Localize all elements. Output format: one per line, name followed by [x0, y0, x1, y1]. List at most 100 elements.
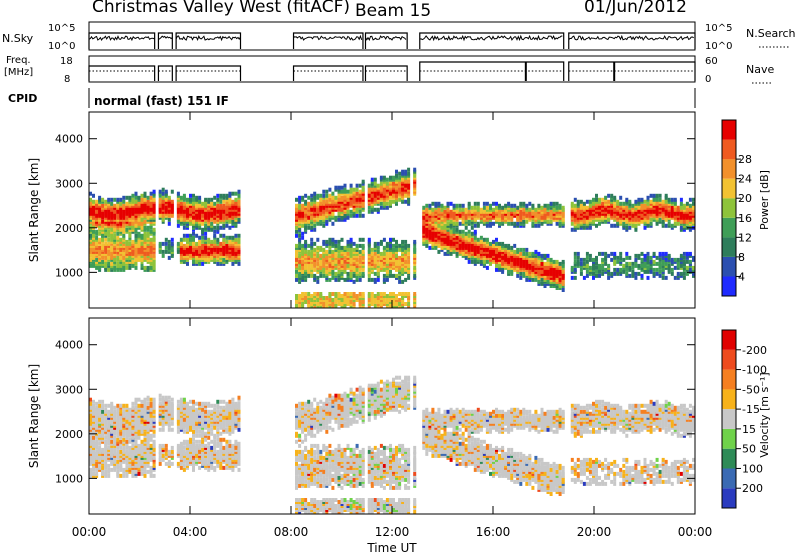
heatmap-cell [604, 195, 608, 200]
heatmap-cell [179, 237, 183, 242]
heatmap-cell [461, 203, 465, 208]
heatmap-cell [361, 185, 365, 190]
heatmap-cell [464, 207, 468, 212]
heatmap-cell [473, 223, 477, 228]
heatmap-cell [688, 259, 692, 264]
heatmap-cell [582, 257, 586, 262]
heatmap-cell [301, 243, 305, 248]
heatmap-cell [164, 241, 168, 246]
heatmap-cell [685, 271, 689, 276]
heatmap-cell [340, 195, 344, 200]
cpid-label: CPID [8, 92, 37, 105]
heatmap-cell [649, 221, 653, 226]
heatmap-cell [355, 294, 359, 298]
freq-segment [292, 65, 364, 81]
nsky-segment [292, 32, 364, 49]
heatmap-cell [458, 203, 462, 208]
heatmap-cell [382, 251, 386, 256]
heatmap-cell [204, 197, 208, 202]
heatmap-cell [95, 461, 99, 466]
heatmap-cell [152, 227, 156, 232]
heatmap-cell [479, 207, 483, 212]
heatmap-cell [634, 253, 638, 258]
heatmap-cell [649, 255, 653, 260]
heatmap-cell [234, 233, 238, 238]
heatmap-cell [216, 193, 220, 198]
heatmap-cell [373, 177, 377, 182]
heatmap-cell [546, 203, 550, 208]
heatmap-cell [334, 215, 338, 220]
heatmap-cell [670, 205, 674, 210]
heatmap-cell [352, 193, 356, 198]
heatmap-cell [222, 203, 226, 208]
heatmap-cell [549, 219, 553, 224]
heatmap-cell [395, 173, 398, 178]
heatmap-cell [398, 292, 402, 296]
heatmap-cell [646, 251, 650, 256]
heatmap-cell [334, 277, 338, 282]
heatmap-cell [455, 221, 459, 226]
heatmap-cell [373, 277, 377, 282]
heatmap-cell [522, 201, 526, 206]
freq-segment [157, 65, 173, 81]
nsky-segment [175, 32, 242, 49]
heatmap-cell [140, 233, 144, 238]
heatmap-cell [137, 231, 141, 236]
heatmap-cell [688, 203, 692, 208]
heatmap-cell [670, 257, 674, 262]
heatmap-cell [152, 235, 156, 240]
heatmap-cell [625, 267, 629, 272]
heatmap-cell [316, 253, 320, 258]
heatmap-cell [186, 239, 189, 244]
heatmap-cell [601, 197, 605, 202]
heatmap-cell [579, 261, 583, 266]
heatmap-cell [643, 225, 647, 230]
heatmap-cell [122, 199, 126, 204]
heatmap-cell [367, 209, 371, 214]
heatmap-cell [613, 195, 617, 200]
heatmap-cell [367, 205, 371, 210]
heatmap-cell [358, 277, 362, 282]
heatmap-cell [679, 253, 683, 258]
heatmap-cell [537, 223, 541, 228]
heatmap-cell [210, 239, 214, 244]
heatmap-cell [516, 221, 520, 226]
heatmap-cell [295, 197, 298, 202]
heatmap-cell [161, 191, 165, 196]
heatmap-cell [167, 217, 171, 222]
heatmap-cell [170, 237, 174, 242]
heatmap-cell [389, 175, 392, 180]
heatmap-cell [392, 237, 395, 242]
heatmap-cell [231, 191, 235, 196]
heatmap-cell [489, 203, 492, 208]
heatmap-cell [479, 239, 483, 244]
heatmap-cell [549, 209, 553, 214]
heatmap-cell [664, 193, 668, 198]
heatmap-cell [682, 203, 686, 208]
heatmap-cell [558, 203, 562, 208]
heatmap-cell [398, 243, 402, 248]
heatmap-cell [358, 189, 362, 194]
heatmap-cell [607, 263, 611, 268]
heatmap-cell [619, 251, 623, 256]
heatmap-cell [485, 237, 489, 242]
heatmap-cell [146, 265, 150, 270]
heatmap-cell [631, 261, 635, 266]
heatmap-cell [579, 257, 583, 262]
heatmap-cell [340, 237, 344, 242]
heatmap-cell [122, 195, 126, 200]
heatmap-cell [301, 275, 305, 280]
heatmap-cell [204, 235, 208, 240]
heatmap-cell [482, 239, 486, 244]
heatmap-cell [334, 243, 338, 248]
heatmap-cell [98, 403, 102, 408]
heatmap-cell [658, 197, 662, 202]
heatmap-cell [598, 197, 601, 202]
heatmap-cell [476, 237, 480, 242]
heatmap-cell [479, 259, 483, 264]
heatmap-cell [492, 201, 495, 206]
heatmap-cell [149, 239, 153, 244]
heatmap-cell [222, 257, 226, 262]
heatmap-cell [201, 201, 205, 206]
heatmap-cell [137, 239, 141, 244]
